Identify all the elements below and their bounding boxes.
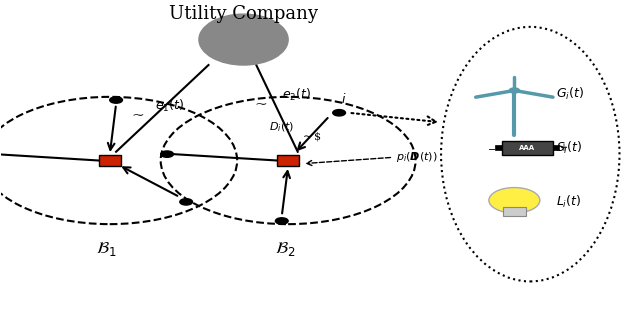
Text: $\mathcal{B}_1$: $\mathcal{B}_1$ bbox=[96, 240, 117, 258]
Circle shape bbox=[161, 151, 173, 157]
Text: $p_i(\boldsymbol{D}(t))$: $p_i(\boldsymbol{D}(t))$ bbox=[396, 150, 438, 164]
Text: $S_i(t)$: $S_i(t)$ bbox=[556, 140, 582, 156]
Circle shape bbox=[489, 187, 540, 213]
Text: ~: ~ bbox=[132, 109, 145, 123]
Text: $\sim$\$: $\sim$\$ bbox=[300, 130, 321, 143]
Text: Utility Company: Utility Company bbox=[169, 4, 318, 22]
Ellipse shape bbox=[199, 14, 288, 65]
Bar bbox=[495, 145, 502, 150]
Bar bbox=[277, 155, 300, 166]
Bar bbox=[503, 207, 526, 216]
Bar bbox=[502, 141, 552, 155]
Text: $G_i(t)$: $G_i(t)$ bbox=[556, 86, 584, 102]
Bar bbox=[552, 145, 559, 150]
Text: $e_2(t)$: $e_2(t)$ bbox=[282, 87, 310, 103]
Circle shape bbox=[275, 218, 288, 224]
Text: $\mathcal{B}_2$: $\mathcal{B}_2$ bbox=[275, 240, 295, 258]
Circle shape bbox=[109, 97, 122, 103]
Text: $+$: $+$ bbox=[559, 142, 568, 153]
Text: $L_i(t)$: $L_i(t)$ bbox=[556, 194, 581, 210]
Circle shape bbox=[333, 109, 346, 116]
Text: $i$: $i$ bbox=[341, 92, 346, 106]
Bar bbox=[99, 155, 121, 166]
Circle shape bbox=[509, 88, 520, 93]
Text: $e_1(t)$: $e_1(t)$ bbox=[156, 98, 185, 115]
Text: $-$: $-$ bbox=[487, 143, 496, 153]
Text: $D_i(t)$: $D_i(t)$ bbox=[269, 120, 294, 134]
Text: AAA: AAA bbox=[519, 145, 535, 151]
Text: ~: ~ bbox=[255, 98, 268, 112]
Circle shape bbox=[180, 199, 193, 205]
